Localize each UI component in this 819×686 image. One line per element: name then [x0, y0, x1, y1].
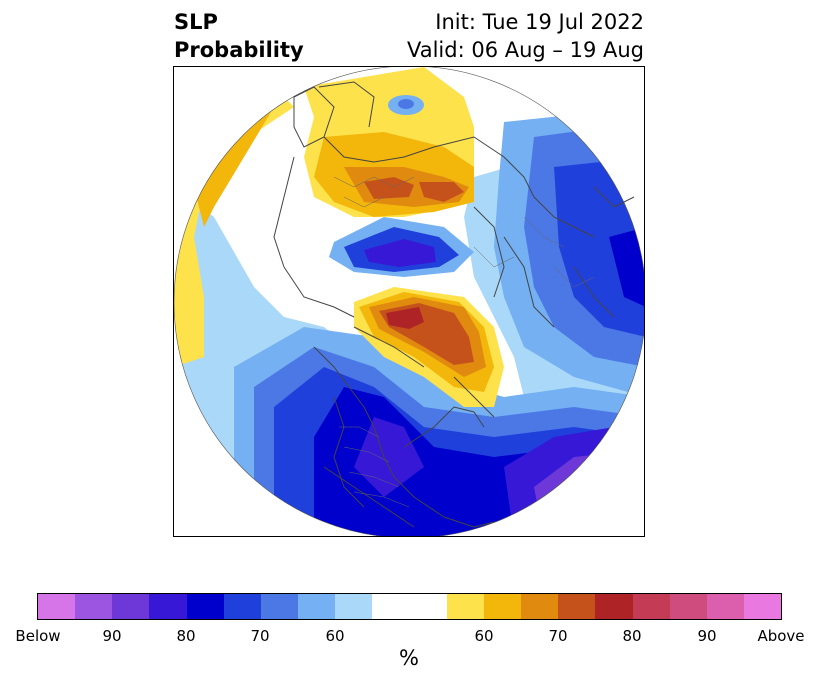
map-dates: Init: Tue 19 Jul 2022 Valid: 06 Aug – 19…	[407, 8, 644, 64]
tick-label: 80	[622, 627, 642, 645]
colorbar-segment	[558, 594, 596, 619]
tick-label: 70	[548, 627, 568, 645]
colorbar	[37, 593, 782, 620]
colorbar-segment	[335, 594, 373, 619]
colorbar-segment	[632, 594, 670, 619]
tick-label: 60	[474, 627, 494, 645]
title-quantity: Probability	[174, 38, 304, 62]
colorbar-segment	[260, 594, 299, 619]
probability-field	[174, 67, 644, 536]
colorbar-segment	[75, 594, 113, 619]
tick-label: Below	[15, 627, 61, 645]
colorbar-segment	[483, 594, 522, 619]
colorbar-segment	[112, 594, 150, 619]
valid-range: Valid: 06 Aug – 19 Aug	[406, 38, 644, 62]
colorbar-segment	[521, 594, 559, 619]
colorbar-segment	[38, 594, 76, 619]
tick-label: 60	[325, 627, 345, 645]
colorbar-segment	[149, 594, 187, 619]
colorbar-segment	[446, 594, 484, 619]
colorbar-segment	[595, 594, 633, 619]
tick-label: 90	[697, 627, 717, 645]
map-panel	[173, 66, 645, 537]
coastlines	[273, 81, 635, 528]
title-variable: SLP	[174, 10, 218, 34]
colorbar-segment	[186, 594, 224, 619]
colorbar-segment	[706, 594, 744, 619]
colorbar-unit: %	[399, 646, 419, 670]
colorbar-segment	[372, 594, 410, 619]
tick-label: Above	[757, 627, 805, 645]
colorbar-segment	[298, 594, 336, 619]
colorbar-segment	[223, 594, 261, 619]
map-title: SLP Probability	[174, 8, 304, 64]
probability-map	[174, 67, 644, 536]
tick-label: 90	[102, 627, 122, 645]
init-date: Init: Tue 19 Jul 2022	[435, 10, 644, 34]
country-borders	[333, 176, 595, 508]
colorbar-segment	[743, 594, 782, 619]
tick-label: 80	[176, 627, 196, 645]
colorbar-segment	[669, 594, 707, 619]
tick-label: 70	[250, 627, 270, 645]
colorbar-ticks: Below 90 80 70 60 60 70 80 90 Above	[0, 627, 819, 647]
colorbar-segment	[409, 594, 447, 619]
